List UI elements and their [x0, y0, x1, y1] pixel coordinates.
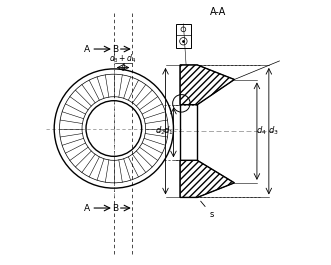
Polygon shape [180, 65, 234, 105]
Text: s: s [201, 201, 214, 219]
Text: $d_4$: $d_4$ [256, 125, 267, 138]
Polygon shape [180, 160, 234, 197]
Text: A: A [84, 204, 90, 213]
Bar [176, 24, 191, 48]
Text: $d_1$: $d_1$ [164, 125, 174, 138]
Text: h: h [193, 74, 198, 83]
Text: $d_3$: $d_3$ [268, 125, 279, 138]
Text: B: B [112, 204, 118, 213]
Text: 4: 4 [121, 63, 125, 72]
Text: B: B [112, 45, 118, 54]
Text: A: A [84, 45, 90, 54]
Text: $d_2$: $d_2$ [156, 125, 166, 138]
Text: A-A: A-A [211, 7, 227, 17]
Text: $d_3+d_4$: $d_3+d_4$ [109, 52, 137, 65]
